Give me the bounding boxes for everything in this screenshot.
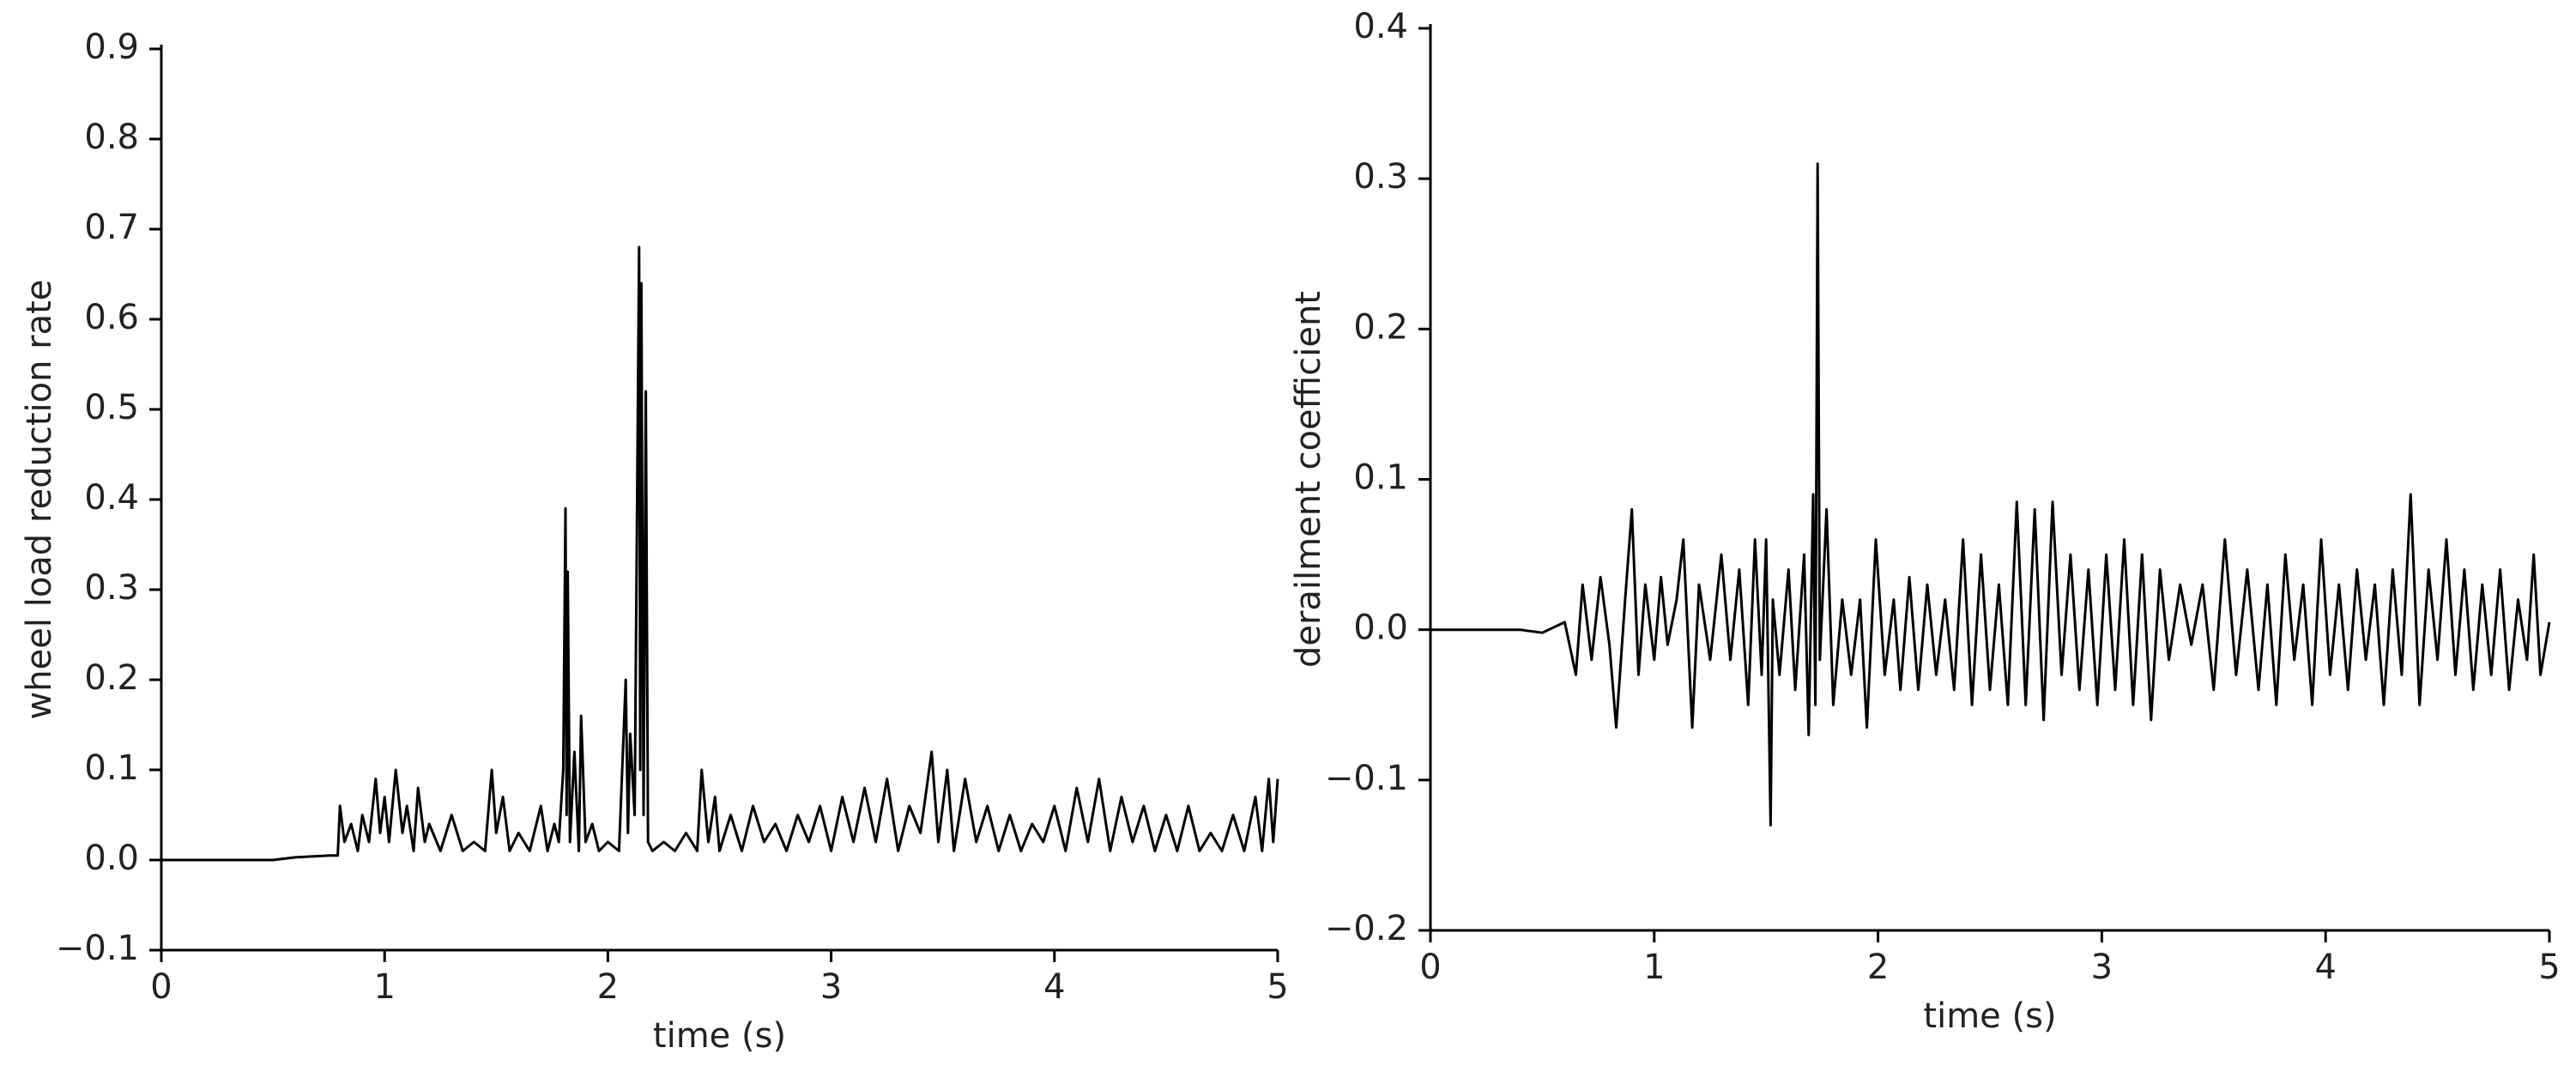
y-tick-label: −0.2 — [1325, 909, 1408, 948]
x-tick-label: 3 — [2091, 948, 2113, 987]
y-tick-label: 0.7 — [84, 208, 139, 247]
y-tick-label: 0.2 — [1353, 307, 1408, 347]
y-tick-label: 0.4 — [1353, 7, 1408, 46]
x-axis-label: time (s) — [653, 1016, 786, 1056]
x-tick-label: 2 — [1867, 948, 1889, 987]
y-tick-label: 0.0 — [1353, 609, 1408, 648]
x-tick-label: 2 — [597, 967, 619, 1007]
x-tick-label: 5 — [2538, 948, 2560, 987]
x-tick-label: 0 — [1419, 948, 1441, 987]
y-tick-label: 0.0 — [84, 839, 139, 878]
x-tick-label: 1 — [373, 967, 395, 1007]
data-line — [161, 245, 1279, 862]
y-tick-label: −0.1 — [56, 929, 139, 968]
y-axis-label: derailment coefficient — [1289, 291, 1328, 668]
x-tick-label: 5 — [1267, 967, 1288, 1007]
x-tick-label: 4 — [1043, 967, 1065, 1007]
y-tick-label: 0.9 — [84, 27, 139, 67]
y-tick-label: 0.3 — [1353, 157, 1408, 197]
x-axis-label: time (s) — [1923, 996, 2056, 1036]
data-line — [1430, 162, 2551, 827]
y-tick-label: 0.4 — [84, 478, 139, 518]
y-tick-label: 0.3 — [84, 568, 139, 608]
y-tick-label: 0.1 — [84, 748, 139, 788]
x-tick-label: 3 — [820, 967, 842, 1007]
y-tick-label: 0.6 — [84, 298, 139, 337]
y-tick-label: 0.1 — [1353, 458, 1408, 498]
y-tick-label: 0.2 — [84, 658, 139, 698]
y-tick-label: 0.8 — [84, 118, 139, 157]
x-tick-label: 1 — [1643, 948, 1665, 987]
y-tick-label: −0.1 — [1325, 759, 1408, 798]
x-tick-label: 0 — [150, 967, 172, 1007]
y-axis-label: wheel load reduction rate — [20, 280, 59, 720]
x-tick-label: 4 — [2314, 948, 2336, 987]
y-tick-label: 0.5 — [84, 388, 139, 427]
